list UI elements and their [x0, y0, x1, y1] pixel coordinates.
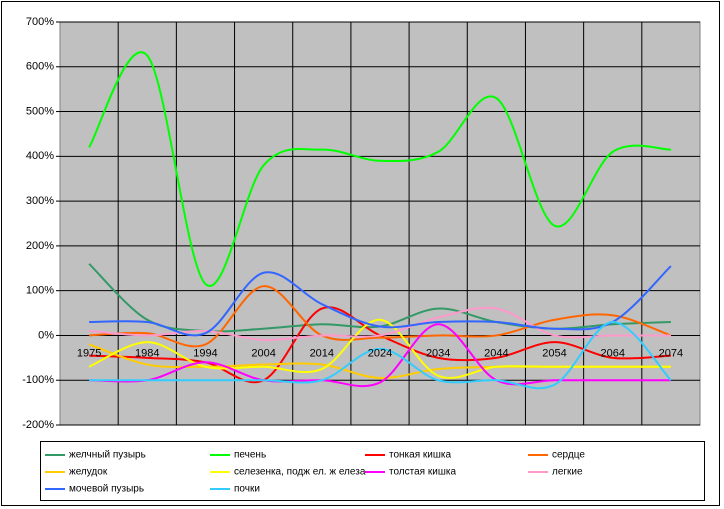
x-tick-label: 1975: [77, 347, 101, 359]
y-tick-label: 200%: [26, 240, 54, 252]
labels: -200% -100% 0% 100% 200% 300% 400% 500% 600% 700%…: [22, 16, 683, 431]
legend-label: толстая кишка: [389, 467, 456, 478]
series-line: [88, 318, 671, 379]
legend-label: сердце: [552, 450, 585, 461]
y-tick-label: 300%: [26, 195, 54, 207]
series-line: [89, 306, 671, 341]
legend-label: печень: [234, 450, 266, 461]
y-tick-label: -200%: [22, 419, 54, 431]
series-line: [89, 306, 671, 384]
x-tick-label: 2044: [484, 347, 508, 359]
legend-label: желчный пузырь: [69, 450, 146, 461]
x-tick-label: 2034: [426, 347, 450, 359]
series-line: [88, 51, 671, 287]
series-line: [89, 265, 672, 337]
legend-label: мочевой пузырь: [69, 484, 144, 495]
y-tick-label: 400%: [26, 150, 54, 162]
y-tick-label: 100%: [26, 285, 54, 297]
x-tick-label: 2054: [542, 347, 566, 359]
y-tick-label: 600%: [26, 61, 54, 73]
legend: желчный пузырь печень тонкая кишка сердце же…: [45, 450, 585, 495]
x-tick-label: 2004: [251, 347, 275, 359]
y-tick-label: 700%: [26, 16, 54, 28]
x-tick-label: 2024: [368, 347, 392, 359]
series-line: [89, 285, 672, 348]
x-tick-label: 1994: [193, 347, 217, 359]
series-line: [89, 323, 671, 388]
legend-label: селезенка, подж ел. ж елеза: [234, 467, 366, 478]
y-tick-label: 500%: [26, 105, 54, 117]
legend-label: желудок: [69, 467, 108, 478]
legend-label: тонкая кишка: [389, 450, 451, 461]
grid: [56, 21, 700, 426]
lines: [88, 51, 672, 390]
x-tick-label: 1984: [135, 347, 159, 359]
y-tick-label: -100%: [22, 374, 54, 386]
x-tick-label: 2014: [310, 347, 334, 359]
x-tick-label: 2074: [659, 347, 683, 359]
series-line: [89, 321, 672, 390]
legend-label: почки: [234, 484, 260, 495]
x-tick-label: 2064: [600, 347, 624, 359]
legend-label: легкие: [552, 467, 583, 478]
plot-area: [59, 21, 701, 426]
y-tick-label: 0%: [38, 329, 54, 341]
